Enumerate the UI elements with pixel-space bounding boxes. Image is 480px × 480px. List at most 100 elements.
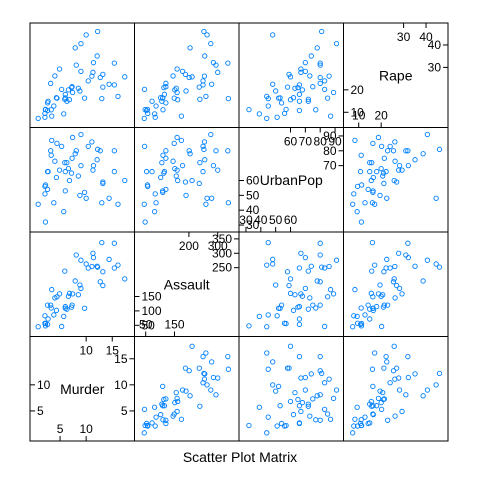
point-Assault-vs-UrbanPop-12 <box>322 266 326 270</box>
point-UrbanPop-vs-Rape-21 <box>413 158 417 162</box>
point-UrbanPop-vs-Murder-45 <box>76 174 80 178</box>
point-Murder-vs-UrbanPop-44 <box>247 423 251 427</box>
point-Assault-vs-UrbanPop-40 <box>266 313 270 317</box>
point-Assault-vs-Rape-8 <box>406 241 410 245</box>
tick-label-Murder-right-5: 5 <box>121 404 128 418</box>
point-Rape-vs-UrbanPop-40 <box>266 104 270 108</box>
tick-label-UrbanPop-top-70: 70 <box>299 135 313 149</box>
point-Rape-vs-UrbanPop-0 <box>285 85 289 89</box>
point-UrbanPop-vs-Assault-20 <box>172 141 176 145</box>
point-Murder-vs-UrbanPop-29 <box>331 396 335 400</box>
point-Assault-vs-Murder-49 <box>67 291 71 295</box>
point-UrbanPop-vs-Rape-3 <box>378 193 382 197</box>
tick-label-UrbanPop-right-90: 90 <box>323 129 337 143</box>
point-UrbanPop-vs-Assault-30 <box>211 163 215 167</box>
tick-label-Rape-left-10: 10 <box>351 105 365 119</box>
point-UrbanPop-vs-Assault-31 <box>202 140 206 144</box>
point-UrbanPop-vs-Assault-47 <box>152 209 156 213</box>
tick-label-Rape-right-30: 30 <box>428 60 442 74</box>
point-Murder-vs-UrbanPop-45 <box>293 390 297 394</box>
point-Murder-vs-UrbanPop-4 <box>334 388 338 392</box>
point-Assault-vs-Murder-45 <box>76 293 80 297</box>
point-Assault-vs-Rape-5 <box>421 279 425 283</box>
point-Rape-vs-Murder-16 <box>82 96 86 100</box>
point-Rape-vs-Murder-2 <box>74 63 78 67</box>
point-Murder-vs-Rape-5 <box>421 394 425 398</box>
point-Murder-vs-UrbanPop-6 <box>314 418 318 422</box>
point-UrbanPop-vs-Murder-17 <box>112 169 116 173</box>
point-Rape-vs-Murder-23 <box>116 94 120 98</box>
point-Murder-vs-Rape-1 <box>434 383 438 387</box>
tick-label-Murder-top-10: 10 <box>79 344 93 358</box>
point-Rape-vs-Murder-27 <box>95 29 99 33</box>
point-Assault-vs-UrbanPop-18 <box>275 314 279 318</box>
point-UrbanPop-vs-Rape-44 <box>359 220 363 224</box>
point-UrbanPop-vs-Rape-1 <box>434 196 438 200</box>
point-Assault-vs-UrbanPop-27 <box>319 265 323 269</box>
variable-label-Murder: Murder <box>60 381 105 397</box>
point-UrbanPop-vs-Murder-39 <box>107 196 111 200</box>
point-Assault-vs-Murder-5 <box>73 279 77 283</box>
point-Assault-vs-Murder-4 <box>79 258 83 262</box>
point-UrbanPop-vs-Assault-1 <box>205 196 209 200</box>
point-UrbanPop-vs-Murder-18 <box>43 192 47 196</box>
point-UrbanPop-vs-Rape-30 <box>406 163 410 167</box>
point-Rape-vs-Murder-36 <box>57 67 61 71</box>
point-Assault-vs-UrbanPop-48 <box>297 322 301 326</box>
point-Rape-vs-Assault-27 <box>202 29 206 33</box>
point-Murder-vs-Rape-33 <box>350 431 354 435</box>
point-Murder-vs-UrbanPop-35 <box>300 400 304 404</box>
point-UrbanPop-vs-Rape-31 <box>393 140 397 144</box>
point-Rape-vs-UrbanPop-5 <box>315 46 319 50</box>
point-UrbanPop-vs-Assault-10 <box>142 144 146 148</box>
point-Rape-vs-Murder-30 <box>91 60 95 64</box>
point-Murder-vs-Rape-43 <box>385 418 389 422</box>
tick-label-UrbanPop-right-70: 70 <box>323 159 337 173</box>
point-Murder-vs-Assault-0 <box>197 366 201 370</box>
point-Murder-vs-Assault-42 <box>187 369 191 373</box>
point-Murder-vs-UrbanPop-19 <box>299 376 303 380</box>
point-Assault-vs-Murder-16 <box>82 306 86 310</box>
point-Rape-vs-UrbanPop-28 <box>282 111 286 115</box>
point-Assault-vs-UrbanPop-44 <box>247 324 251 328</box>
point-Assault-vs-UrbanPop-38 <box>328 287 332 291</box>
point-Assault-vs-Murder-43 <box>48 303 52 307</box>
point-UrbanPop-vs-Murder-13 <box>69 171 73 175</box>
point-Assault-vs-Murder-9 <box>123 277 127 281</box>
point-Assault-vs-UrbanPop-0 <box>285 270 289 274</box>
point-Rape-vs-Murder-4 <box>79 41 83 45</box>
point-Murder-vs-Rape-32 <box>370 367 374 371</box>
point-UrbanPop-vs-Murder-38 <box>50 138 54 142</box>
point-Rape-vs-Assault-4 <box>209 41 213 45</box>
tick-label-UrbanPop-left-60: 60 <box>246 173 260 187</box>
point-Rape-vs-UrbanPop-1 <box>270 33 274 37</box>
point-Rape-vs-Murder-33 <box>36 116 40 120</box>
point-Murder-vs-Assault-16 <box>161 384 165 388</box>
point-Murder-vs-Assault-26 <box>158 412 162 416</box>
point-Murder-vs-UrbanPop-12 <box>322 381 326 385</box>
point-Assault-vs-UrbanPop-42 <box>318 280 322 284</box>
point-UrbanPop-vs-Rape-42 <box>391 149 395 153</box>
point-Rape-vs-Murder-8 <box>112 61 116 65</box>
point-Rape-vs-Murder-12 <box>86 79 90 83</box>
point-Assault-vs-Rape-4 <box>425 258 429 262</box>
point-Rape-vs-Assault-10 <box>142 87 146 91</box>
tick-label-Assault-left-150: 150 <box>142 289 162 303</box>
point-Murder-vs-Rape-40 <box>363 415 367 419</box>
point-Murder-vs-Rape-23 <box>372 351 376 355</box>
point-Murder-vs-Rape-9 <box>392 344 396 348</box>
point-UrbanPop-vs-Rape-4 <box>425 132 429 136</box>
point-Assault-vs-Rape-32 <box>370 240 374 244</box>
point-UrbanPop-vs-Assault-24 <box>180 163 184 167</box>
point-Murder-vs-UrbanPop-17 <box>297 354 301 358</box>
tick-label-Murder-bottom-5: 5 <box>57 422 64 436</box>
point-Rape-vs-Assault-23 <box>204 94 208 98</box>
point-Assault-vs-Murder-35 <box>66 294 70 298</box>
point-Rape-vs-Murder-38 <box>50 114 54 118</box>
point-Assault-vs-UrbanPop-46 <box>308 296 312 300</box>
point-Assault-vs-Murder-30 <box>91 255 95 259</box>
point-Assault-vs-Rape-36 <box>400 292 404 296</box>
point-UrbanPop-vs-Murder-31 <box>90 140 94 144</box>
point-Rape-vs-Assault-6 <box>161 108 165 112</box>
point-Assault-vs-Rape-33 <box>350 325 354 329</box>
